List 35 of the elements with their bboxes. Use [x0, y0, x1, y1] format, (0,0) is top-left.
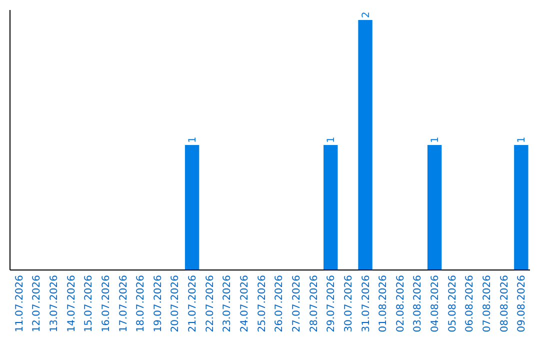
x-tick-label: 31.07.2026: [360, 275, 372, 332]
data-label: 2: [360, 12, 372, 18]
x-tick-label: 09.08.2026: [516, 275, 528, 332]
x-tick-label: 29.07.2026: [326, 275, 338, 332]
x-tick-label: 27.07.2026: [291, 275, 302, 332]
x-tick-label: 19.07.2026: [152, 275, 164, 332]
x-tick-label: 26.07.2026: [274, 275, 286, 332]
x-tick-label: 20.07.2026: [170, 275, 182, 332]
x-tick-label: 11.07.2026: [14, 275, 26, 332]
x-tick-label: 18.07.2026: [136, 275, 147, 332]
x-tick-label: 04.08.2026: [430, 275, 442, 332]
x-tick-label: 14.07.2026: [66, 275, 78, 332]
data-label: 1: [516, 136, 528, 143]
x-tick-label: 01.08.2026: [378, 275, 390, 332]
data-label: 1: [188, 136, 199, 143]
x-tick-label: 08.08.2026: [499, 275, 510, 332]
x-tick-label: 28.07.2026: [308, 275, 320, 332]
x-tick-label: 17.07.2026: [118, 275, 130, 332]
x-tick-label: 22.07.2026: [204, 275, 216, 332]
x-tick-label: 30.07.2026: [343, 275, 354, 332]
x-tick-label: 21.07.2026: [188, 275, 199, 332]
x-tick-label: 03.08.2026: [412, 275, 424, 332]
x-tick-label: 23.07.2026: [222, 275, 234, 332]
x-tick-label: 25.07.2026: [256, 275, 268, 332]
x-tick-label: 13.07.2026: [48, 275, 60, 332]
x-tick-label: 02.08.2026: [395, 275, 406, 332]
data-label: 1: [430, 136, 442, 143]
x-tick-label: 12.07.2026: [32, 275, 43, 332]
x-tick-label: 05.08.2026: [447, 275, 458, 332]
data-label: 1: [326, 136, 338, 143]
x-tick-label: 24.07.2026: [240, 275, 251, 332]
x-tick-label: 06.08.2026: [464, 275, 476, 332]
x-tick-label: 07.08.2026: [482, 275, 494, 332]
x-tick-label: 16.07.2026: [100, 275, 112, 332]
x-tick-label: 15.07.2026: [84, 275, 95, 332]
